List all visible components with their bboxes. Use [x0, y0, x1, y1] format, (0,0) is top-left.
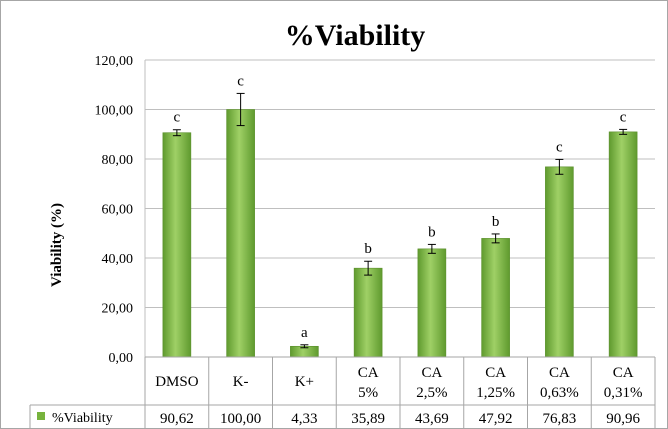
significance-letter: c — [620, 109, 627, 125]
data-label: 4,33 — [291, 411, 317, 427]
data-label: 35,89 — [351, 411, 385, 427]
bar — [353, 267, 383, 358]
data-label: 90,96 — [606, 411, 640, 427]
x-tick-label: K- — [233, 374, 249, 390]
bars: c c a b b b c c — [162, 73, 638, 358]
significance-letter: b — [492, 214, 500, 230]
data-label: 90,62 — [160, 411, 194, 427]
data-label: 43,69 — [415, 411, 449, 427]
y-axis-label: Viability (%) — [49, 203, 65, 287]
y-tick-label: 40,00 — [102, 252, 134, 267]
bar — [545, 166, 574, 358]
x-tick-label: 1,25% — [476, 385, 515, 401]
legend-key — [37, 412, 45, 420]
x-tick-label: CA — [485, 365, 506, 381]
y-tick-label: 20,00 — [102, 302, 134, 317]
x-tick-label: CA — [421, 365, 442, 381]
x-tick-label: 0,63% — [540, 385, 579, 401]
significance-letter: c — [237, 73, 244, 89]
x-tick-label: CA — [613, 365, 634, 381]
data-label: 100,00 — [220, 411, 261, 427]
y-tick-label: 0,00 — [109, 351, 134, 366]
legend-series-name: %Viability — [52, 411, 113, 426]
data-table: DMSO K- K+ CA 5% CA 2,5% CA 1,25% CA 0,63% CA 0,31%%… — [29, 356, 656, 429]
x-tick-label: CA — [358, 365, 379, 381]
bar — [481, 238, 510, 358]
chart-title: %Viability — [285, 19, 426, 52]
data-label: 47,92 — [479, 411, 513, 427]
data-label: 76,83 — [543, 411, 577, 427]
y-tick-label: 120,00 — [95, 54, 134, 69]
significance-letter: c — [556, 139, 563, 155]
y-tick-label: 80,00 — [102, 153, 134, 168]
significance-letter: c — [174, 110, 181, 126]
bar — [608, 131, 638, 358]
y-tick-label: 100,00 — [95, 104, 134, 119]
significance-letter: b — [428, 224, 436, 240]
x-tick-label: 0,31% — [604, 385, 643, 401]
x-tick-label: CA — [549, 365, 570, 381]
bar — [162, 132, 192, 358]
y-tick-label: 60,00 — [102, 203, 134, 218]
bar — [226, 109, 255, 358]
x-tick-label: 5% — [358, 385, 378, 401]
bar — [417, 248, 447, 358]
x-tick-label: DMSO — [155, 374, 199, 390]
significance-letter: b — [364, 241, 372, 257]
x-tick-label: 2,5% — [416, 385, 447, 401]
x-tick-label: K+ — [295, 374, 314, 390]
significance-letter: a — [301, 325, 308, 341]
y-axis-ticks: 0,00 20,00 40,00 60,00 80,00 100,00 120,00 — [95, 54, 134, 366]
